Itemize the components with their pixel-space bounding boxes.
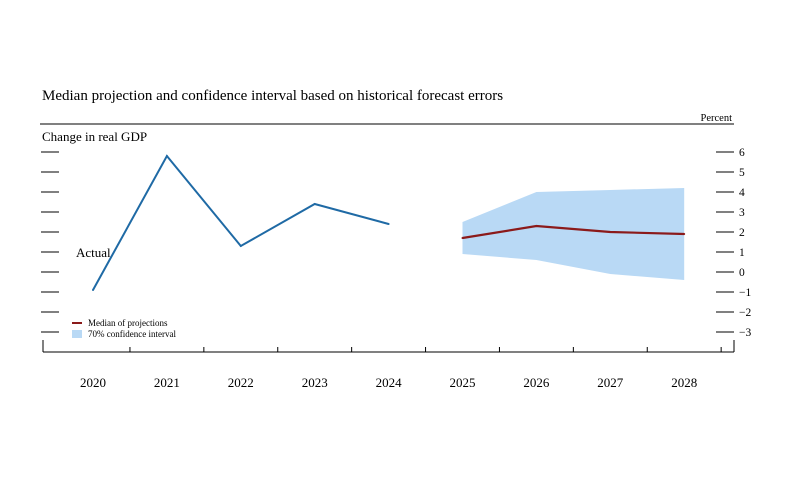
data-point-median xyxy=(683,233,686,235)
x-tick-label: 2022 xyxy=(228,375,254,390)
confidence-band xyxy=(462,188,685,280)
data-point-actual xyxy=(387,223,390,225)
x-tick-label: 2023 xyxy=(302,375,328,390)
y-tick-label: −1 xyxy=(739,287,751,299)
x-tick-label: 2026 xyxy=(523,375,550,390)
x-tick-label: 2027 xyxy=(597,375,624,390)
legend-swatch-interval xyxy=(72,330,82,338)
x-tick-label: 2028 xyxy=(671,375,697,390)
y-tick-label: 2 xyxy=(739,227,745,239)
x-tick-label: 2020 xyxy=(80,375,106,390)
data-point-actual xyxy=(239,245,242,247)
y-axis-units-label: Percent xyxy=(701,113,733,124)
x-tick-label: 2024 xyxy=(376,375,403,390)
data-point-median xyxy=(535,225,538,227)
y-tick-label: 1 xyxy=(739,247,745,259)
chart-title: Median projection and confidence interva… xyxy=(42,88,503,104)
y-tick-label: −2 xyxy=(739,307,751,319)
y-tick-label: 6 xyxy=(739,147,745,159)
legend-label-median: Median of projections xyxy=(88,318,168,328)
y-tick-label: −3 xyxy=(739,327,751,339)
data-point-median xyxy=(461,237,464,239)
y-tick-label: 5 xyxy=(739,167,745,179)
x-tick-label: 2021 xyxy=(154,375,180,390)
y-tick-label: 0 xyxy=(739,267,745,279)
plot-area: 6 5 4 3 2 1 0 −1 −2 −3 Actual Median of projections… xyxy=(41,147,751,390)
series-line-median xyxy=(462,224,685,240)
data-point-actual xyxy=(92,289,94,291)
data-point-actual xyxy=(165,155,168,157)
chart-subtitle: Change in real GDP xyxy=(42,129,147,144)
actual-label: Actual xyxy=(76,245,111,260)
x-tick-label: 2025 xyxy=(450,375,476,390)
y-tick-label: 4 xyxy=(739,187,745,199)
data-point-median xyxy=(609,231,612,233)
series-line-actual xyxy=(92,154,389,291)
legend-label-interval: 70% confidence interval xyxy=(88,329,176,339)
data-point-actual xyxy=(313,203,316,205)
y-tick-label: 3 xyxy=(739,207,745,219)
